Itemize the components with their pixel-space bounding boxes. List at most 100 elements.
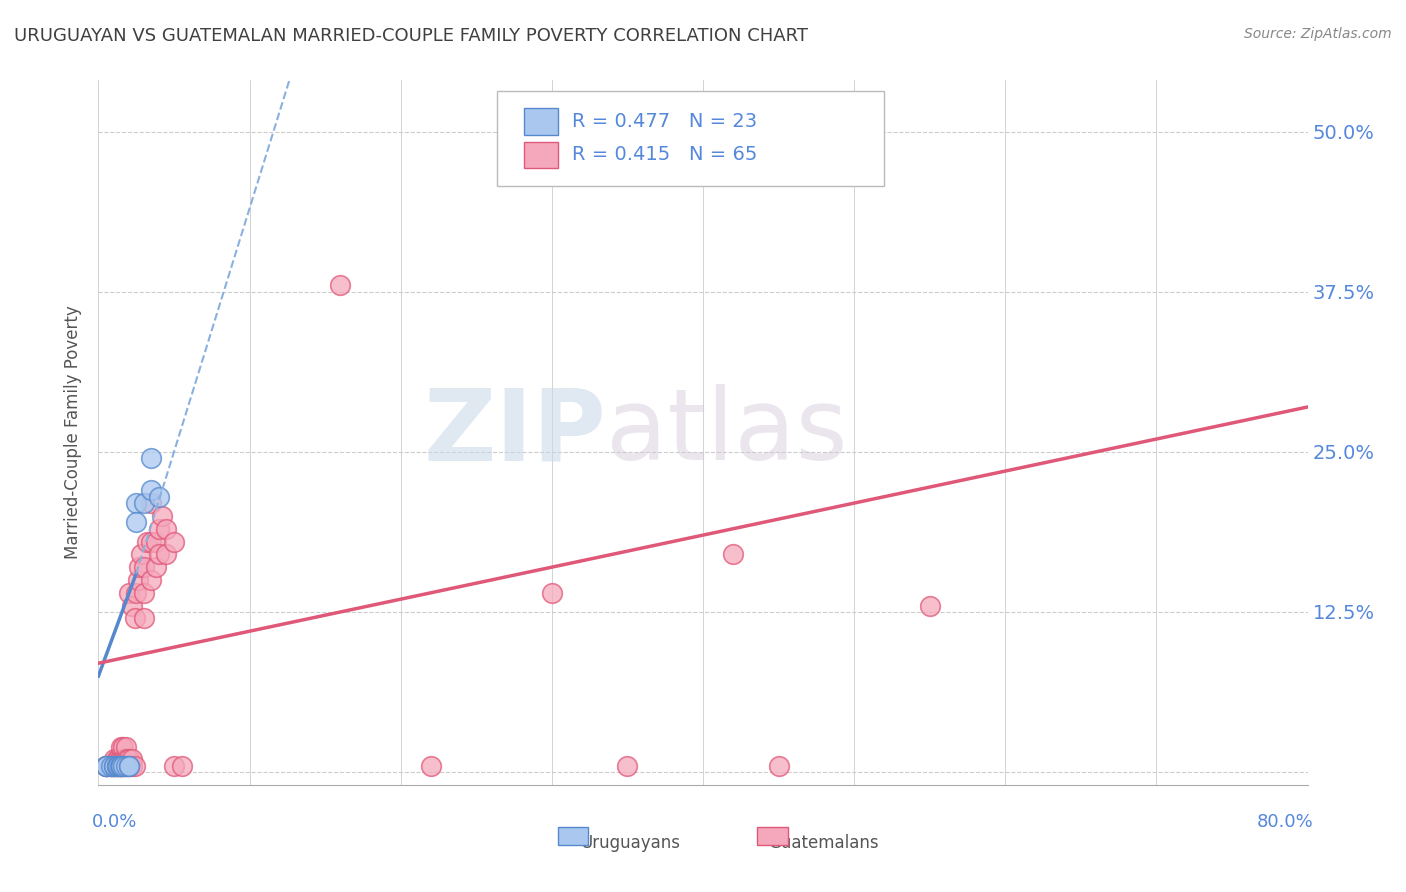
Point xyxy=(100,758,122,772)
Point xyxy=(107,758,129,772)
Point xyxy=(129,547,152,561)
Bar xyxy=(524,142,558,169)
Bar xyxy=(758,827,787,845)
Text: atlas: atlas xyxy=(606,384,848,481)
Point xyxy=(170,758,193,772)
Point xyxy=(124,611,146,625)
Point xyxy=(163,534,186,549)
Point xyxy=(108,752,131,766)
Point xyxy=(150,508,173,523)
Point xyxy=(94,758,117,772)
Point xyxy=(94,758,117,772)
Point xyxy=(105,758,128,772)
Point xyxy=(132,586,155,600)
Point xyxy=(118,758,141,772)
Y-axis label: Married-Couple Family Poverty: Married-Couple Family Poverty xyxy=(65,306,83,559)
Point xyxy=(111,752,134,766)
Text: ZIP: ZIP xyxy=(423,384,606,481)
Bar xyxy=(524,108,558,135)
Point xyxy=(141,451,163,466)
Point xyxy=(141,573,163,587)
Point xyxy=(110,758,132,772)
Point xyxy=(145,560,167,574)
Text: R = 0.415   N = 65: R = 0.415 N = 65 xyxy=(572,145,758,164)
Point xyxy=(121,758,143,772)
Point xyxy=(118,758,141,772)
Point xyxy=(132,611,155,625)
Point xyxy=(155,522,177,536)
Point xyxy=(163,758,186,772)
Point xyxy=(94,758,117,772)
Point xyxy=(135,534,157,549)
Point xyxy=(128,560,150,574)
Point xyxy=(114,739,136,754)
Point xyxy=(768,758,790,772)
Point xyxy=(108,758,131,772)
Text: 0.0%: 0.0% xyxy=(93,814,138,831)
Point xyxy=(94,758,117,772)
Point xyxy=(540,586,562,600)
Text: Guatemalans: Guatemalans xyxy=(769,834,879,852)
Point xyxy=(110,758,132,772)
Point xyxy=(141,496,163,510)
Point xyxy=(110,752,132,766)
FancyBboxPatch shape xyxy=(498,91,884,186)
Point xyxy=(107,752,129,766)
Point xyxy=(127,573,149,587)
Point xyxy=(111,758,134,772)
Point xyxy=(141,534,163,549)
Point xyxy=(100,758,122,772)
Point xyxy=(110,739,132,754)
Point xyxy=(105,758,128,772)
Point xyxy=(111,739,134,754)
Point xyxy=(616,758,638,772)
Point xyxy=(94,758,117,772)
Point xyxy=(103,758,125,772)
Point xyxy=(329,278,352,293)
Point xyxy=(114,758,136,772)
Point xyxy=(115,758,138,772)
Point xyxy=(112,758,135,772)
Point xyxy=(114,758,136,772)
Text: Uruguayans: Uruguayans xyxy=(581,834,681,852)
Point xyxy=(105,758,128,772)
Point xyxy=(103,758,125,772)
Point xyxy=(101,758,124,772)
Point xyxy=(103,752,125,766)
Point xyxy=(918,599,941,613)
Point xyxy=(141,483,163,498)
Point xyxy=(107,758,129,772)
Point xyxy=(124,758,146,772)
Point xyxy=(96,758,118,772)
Point xyxy=(103,758,125,772)
Point xyxy=(148,522,170,536)
Point xyxy=(111,758,134,772)
Text: R = 0.477   N = 23: R = 0.477 N = 23 xyxy=(572,112,758,130)
Text: URUGUAYAN VS GUATEMALAN MARRIED-COUPLE FAMILY POVERTY CORRELATION CHART: URUGUAYAN VS GUATEMALAN MARRIED-COUPLE F… xyxy=(14,27,808,45)
Point xyxy=(125,586,148,600)
Point xyxy=(125,516,148,530)
Point xyxy=(148,490,170,504)
Point xyxy=(121,599,143,613)
Point xyxy=(114,752,136,766)
Text: 80.0%: 80.0% xyxy=(1257,814,1313,831)
Point xyxy=(105,752,128,766)
Point xyxy=(112,752,135,766)
Point xyxy=(110,758,132,772)
Point xyxy=(98,758,121,772)
Point xyxy=(145,534,167,549)
Point xyxy=(132,496,155,510)
Point xyxy=(420,758,443,772)
Point xyxy=(110,758,132,772)
Point xyxy=(115,752,138,766)
Bar xyxy=(558,827,588,845)
Point xyxy=(125,496,148,510)
Point xyxy=(723,547,745,561)
Point xyxy=(155,547,177,561)
Point xyxy=(103,758,125,772)
Point xyxy=(121,752,143,766)
Point xyxy=(100,758,122,772)
Point xyxy=(118,586,141,600)
Point xyxy=(148,547,170,561)
Point xyxy=(108,758,131,772)
